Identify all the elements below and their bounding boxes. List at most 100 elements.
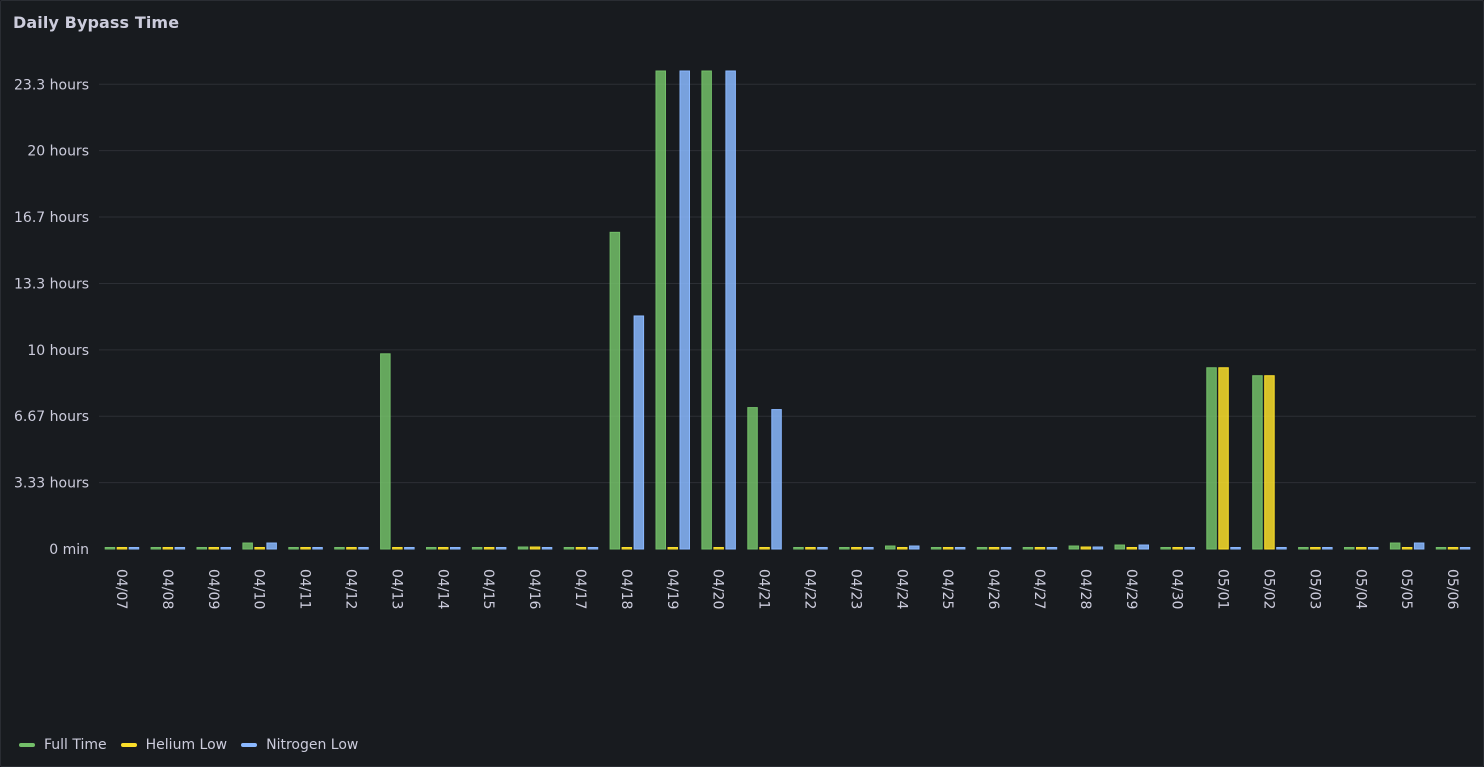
bar[interactable]	[483, 547, 495, 550]
bar[interactable]	[988, 547, 1000, 550]
bar[interactable]	[759, 547, 770, 550]
legend-item[interactable]: Nitrogen Low	[241, 737, 358, 753]
bar[interactable]	[1046, 547, 1058, 550]
bar[interactable]	[162, 547, 174, 550]
bar[interactable]	[1172, 547, 1183, 550]
bar[interactable]	[1184, 547, 1195, 550]
bar[interactable]	[1322, 547, 1333, 550]
bar[interactable]	[679, 70, 690, 550]
x-tick-label: 04/09	[205, 569, 221, 609]
bar[interactable]	[1298, 547, 1309, 550]
bar[interactable]	[128, 547, 140, 550]
bar[interactable]	[334, 547, 345, 550]
bar[interactable]	[529, 546, 541, 550]
bar[interactable]	[609, 231, 621, 550]
bar[interactable]	[667, 547, 678, 550]
x-tick-label: 04/15	[480, 569, 496, 609]
bar[interactable]	[1218, 367, 1229, 550]
bar[interactable]	[930, 547, 942, 550]
bar[interactable]	[1389, 542, 1401, 550]
bar[interactable]	[976, 547, 988, 550]
bar[interactable]	[495, 547, 507, 550]
bar[interactable]	[1368, 547, 1379, 550]
bar[interactable]	[1068, 545, 1080, 550]
bar[interactable]	[1344, 547, 1355, 550]
x-tick-label: 04/25	[939, 569, 955, 609]
bar[interactable]	[621, 547, 633, 550]
bar[interactable]	[655, 70, 666, 550]
bar[interactable]	[1230, 547, 1241, 550]
bar[interactable]	[266, 542, 277, 550]
bar[interactable]	[1447, 547, 1459, 550]
bar[interactable]	[174, 547, 186, 550]
bar[interactable]	[725, 70, 736, 550]
bar[interactable]	[863, 547, 874, 550]
bar[interactable]	[747, 407, 758, 550]
bar[interactable]	[1435, 547, 1447, 550]
bar[interactable]	[150, 547, 162, 550]
bar[interactable]	[358, 547, 369, 550]
bar[interactable]	[104, 547, 116, 550]
bar[interactable]	[897, 547, 908, 550]
bar[interactable]	[404, 547, 415, 550]
bar[interactable]	[220, 547, 231, 550]
bar[interactable]	[805, 547, 816, 550]
bar[interactable]	[1092, 546, 1104, 550]
bar[interactable]	[242, 542, 253, 550]
bar[interactable]	[942, 547, 954, 550]
bar[interactable]	[1126, 547, 1137, 550]
bar[interactable]	[851, 547, 862, 550]
bar[interactable]	[1000, 547, 1012, 550]
bar[interactable]	[954, 547, 966, 550]
bar[interactable]	[1080, 546, 1092, 550]
legend-swatch	[120, 743, 137, 747]
bar[interactable]	[426, 547, 437, 550]
bar[interactable]	[839, 547, 850, 550]
bar[interactable]	[1114, 544, 1125, 550]
bar[interactable]	[1413, 542, 1425, 550]
bar[interactable]	[1206, 367, 1217, 550]
bar[interactable]	[885, 545, 896, 550]
bar[interactable]	[300, 547, 311, 550]
bar[interactable]	[1264, 375, 1275, 550]
bar[interactable]	[438, 547, 449, 550]
bar[interactable]	[116, 547, 128, 550]
bar[interactable]	[312, 547, 323, 550]
bar[interactable]	[1276, 547, 1287, 550]
legend-item[interactable]: Full Time	[19, 737, 107, 753]
bar[interactable]	[713, 547, 724, 550]
bar[interactable]	[1401, 547, 1413, 550]
bar[interactable]	[1459, 547, 1471, 550]
bar[interactable]	[793, 547, 804, 550]
legend-item[interactable]: Helium Low	[120, 737, 227, 753]
bar[interactable]	[1310, 547, 1321, 550]
bar[interactable]	[575, 547, 587, 550]
bar[interactable]	[1356, 547, 1367, 550]
bar[interactable]	[701, 70, 712, 550]
bar[interactable]	[541, 547, 553, 550]
bar[interactable]	[254, 547, 265, 550]
bar[interactable]	[817, 547, 828, 550]
bar[interactable]	[1252, 375, 1263, 550]
bar[interactable]	[380, 353, 391, 550]
bar[interactable]	[587, 547, 599, 550]
bar[interactable]	[1138, 544, 1149, 550]
bar[interactable]	[471, 547, 483, 550]
bar[interactable]	[288, 547, 299, 550]
bar[interactable]	[771, 409, 782, 550]
bar[interactable]	[633, 315, 645, 550]
bar[interactable]	[909, 545, 920, 550]
bar[interactable]	[450, 547, 461, 550]
bar[interactable]	[208, 547, 219, 550]
bar[interactable]	[1034, 547, 1046, 550]
bar[interactable]	[1022, 547, 1034, 550]
bar[interactable]	[196, 547, 207, 550]
bar[interactable]	[563, 547, 575, 550]
y-tick-label: 0 min	[49, 542, 89, 558]
y-tick-label: 6.67 hours	[14, 409, 89, 425]
panel-title[interactable]: Daily Bypass Time	[13, 13, 180, 32]
bar[interactable]	[346, 547, 357, 550]
bar[interactable]	[392, 547, 403, 550]
bar[interactable]	[517, 546, 529, 550]
bar[interactable]	[1160, 547, 1171, 550]
